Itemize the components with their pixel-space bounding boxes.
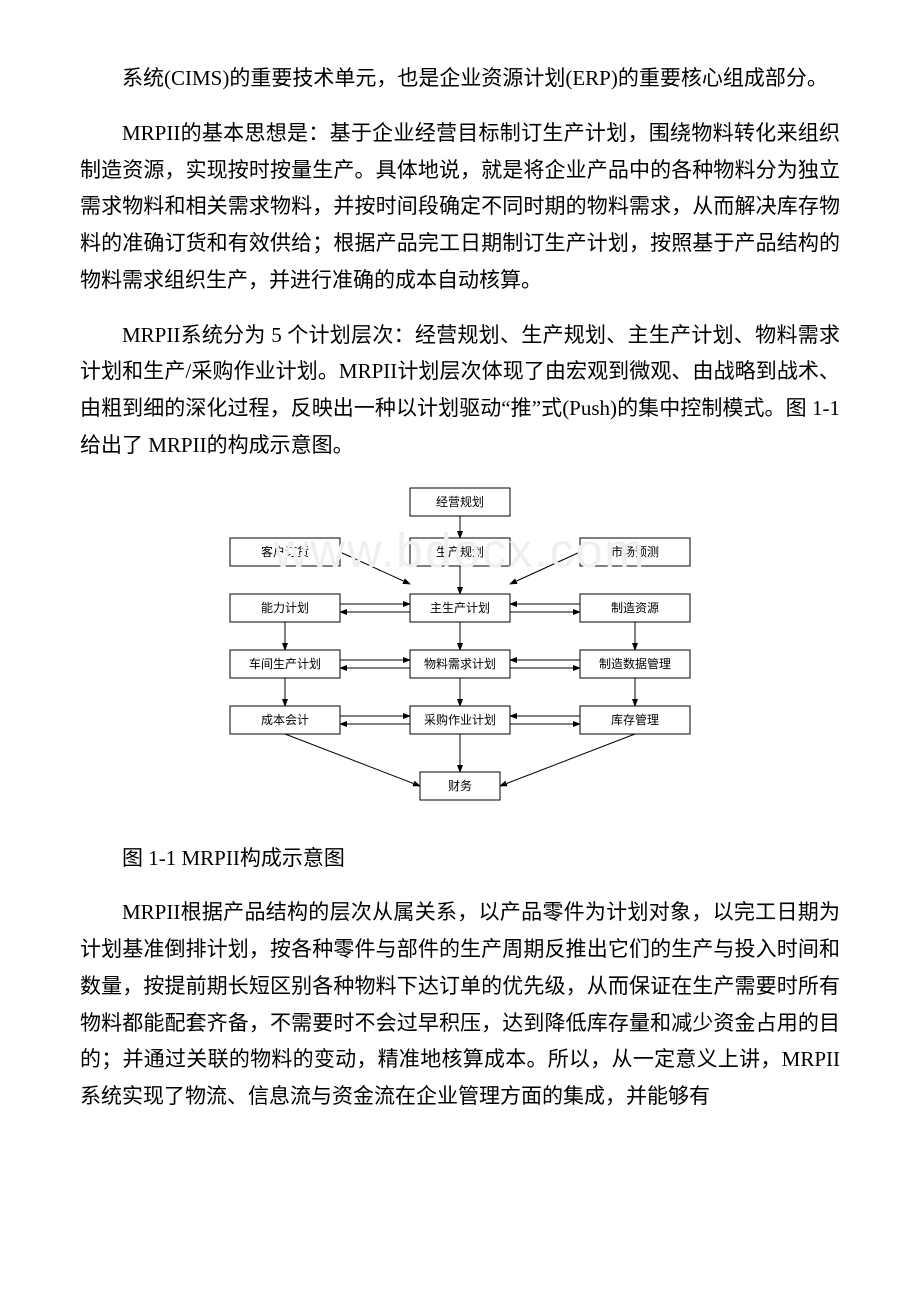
node-label-mdm: 制造数据管理 [599,655,671,670]
node-label-inv: 库存管理 [611,711,659,726]
node-label-shop: 车间生产计划 [249,655,321,670]
node-label-purch: 采购作业计划 [424,711,496,726]
node-label-mps: 主生产计划 [430,600,490,614]
node-label-fin: 财务 [448,777,472,792]
node-label-prod: 生产规划 [436,543,484,558]
paragraph-4: MRPII根据产品结构的层次从属关系，以产品零件为计划对象，以完工日期为计划基准… [80,894,840,1115]
flowchart-svg: 经营规划客户订货 生产规划 市场预测能力计划 主生产计划 制造资源车间生产计划 物料需求计… [180,482,740,822]
node-label-res: 制造资源 [611,600,659,614]
figure-caption: 图 1-1 MRPII构成示意图 [80,840,840,877]
node-label-mkt: 市场预测 [611,543,659,558]
node-label-cust: 客户订货 [261,543,309,558]
paragraph-1: 系统(CIMS)的重要技术单元，也是企业资源计划(ERP)的重要核心组成部分。 [80,60,840,97]
paragraph-3: MRPII系统分为 5 个计划层次：经营规划、生产规划、主生产计划、物料需求计划… [80,317,840,464]
node-label-biz: 经营规划 [436,493,484,508]
paragraph-2: MRPII的基本思想是：基于企业经营目标制订生产计划，围绕物料转化来组织制造资源… [80,115,840,299]
mrpii-diagram: www.bdocx.com 经营规划客户订货生产规划市场预测能力计划主生产计划制… [180,482,740,822]
node-label-cost: 成本会计 [261,712,309,726]
node-label-cap: 能力计划 [261,600,309,614]
node-label-mrp: 物料需求计划 [424,656,496,670]
